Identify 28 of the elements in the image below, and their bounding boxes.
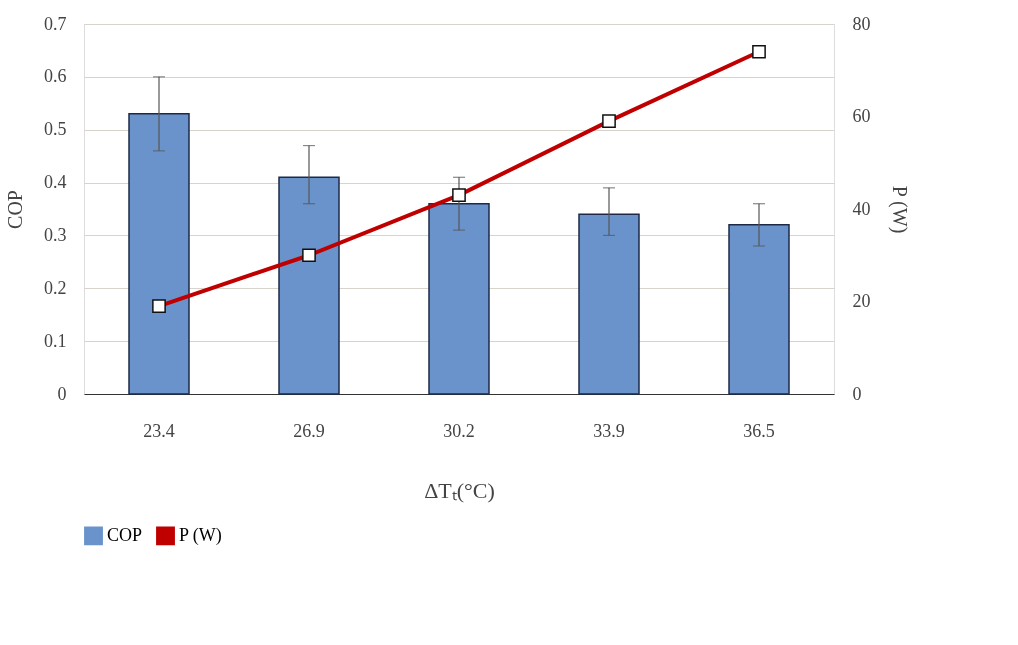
- y-tick-label: 0.2: [44, 277, 67, 298]
- y-tick-label: 0.6: [44, 66, 67, 87]
- y-axis-title: COP: [4, 190, 26, 229]
- x-tick-label: 23.4: [143, 420, 175, 441]
- x-tick-label: 30.2: [443, 420, 475, 441]
- y-tick-label: 0.7: [44, 13, 67, 34]
- y2-tick-label: 20: [852, 291, 871, 311]
- y-tick-label: 0: [57, 383, 67, 404]
- y2-tick-label: 60: [852, 106, 871, 126]
- bar: [278, 176, 340, 395]
- y2-tick-label: 40: [852, 198, 871, 219]
- y2-tick-label: 0: [852, 383, 862, 404]
- y-tick-label: 0.1: [44, 330, 67, 351]
- bar: [128, 113, 190, 395]
- x-tick-label: 36.5: [743, 420, 775, 441]
- y-tick-label: 0.5: [44, 119, 67, 140]
- bar: [428, 202, 490, 395]
- legend-label: COP: [107, 524, 143, 545]
- bar: [578, 213, 640, 395]
- y2-tick-label: 80: [852, 13, 871, 34]
- x-axis-title: ΔTₜ(°C): [424, 477, 495, 503]
- bar: [728, 224, 790, 395]
- x-tick-label: 33.9: [593, 420, 625, 441]
- y-tick-label: 0.3: [44, 224, 67, 245]
- y2-axis-title: P (W): [887, 185, 911, 234]
- legend-label: P (W): [179, 524, 222, 546]
- y-tick-label: 0.4: [44, 172, 67, 193]
- x-tick-label: 26.9: [293, 420, 325, 441]
